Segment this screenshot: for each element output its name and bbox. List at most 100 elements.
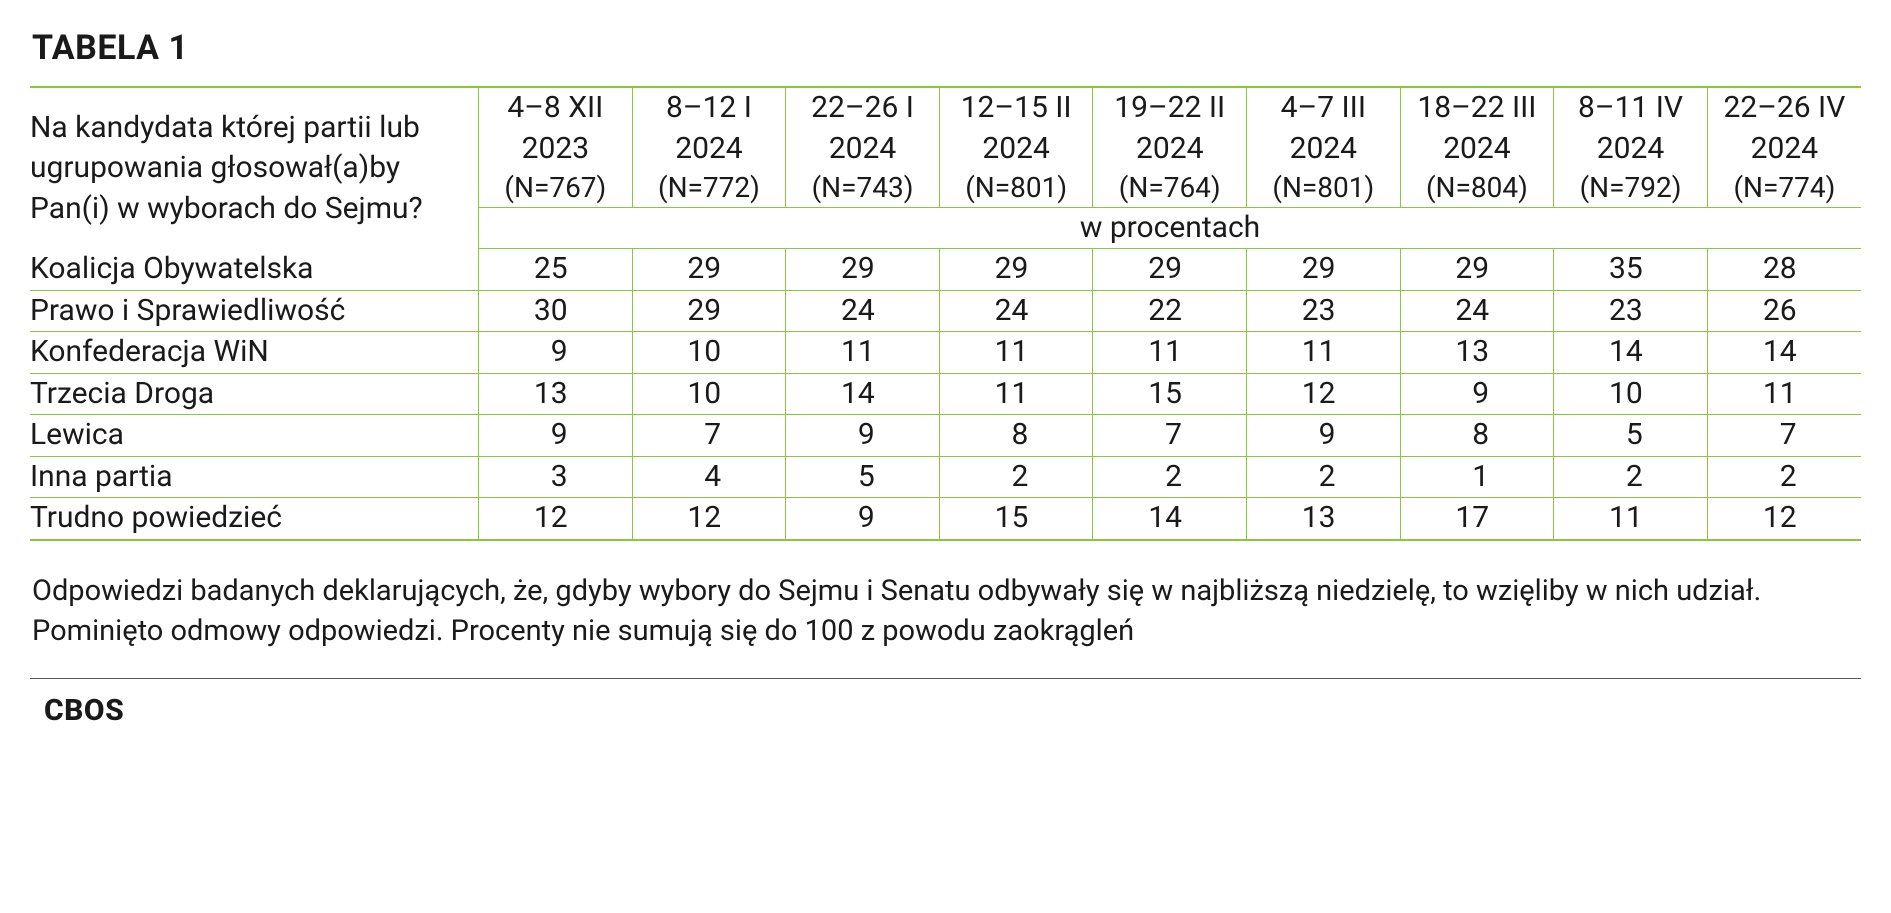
period-year: 2024 bbox=[1093, 129, 1246, 170]
period-header: 19–22 II 2024 (N=764) bbox=[1093, 87, 1247, 207]
cell-value: 13 bbox=[1247, 498, 1401, 540]
cell-value: 22 bbox=[1093, 290, 1247, 332]
table-row: Koalicja Obywatelska 25 29 29 29 29 29 2… bbox=[30, 249, 1861, 291]
party-name: Lewica bbox=[30, 415, 479, 457]
cell-value: 2 bbox=[1247, 456, 1401, 498]
cell-value: 10 bbox=[1554, 373, 1708, 415]
cell-value: 29 bbox=[1247, 249, 1401, 291]
period-range: 8–11 IV bbox=[1554, 88, 1707, 129]
cell-value: 12 bbox=[1707, 498, 1861, 540]
footnote: Odpowiedzi badanych deklarujących, że, g… bbox=[32, 571, 1859, 652]
cell-value: 5 bbox=[1554, 415, 1708, 457]
cell-value: 9 bbox=[479, 332, 633, 374]
cell-value: 11 bbox=[939, 373, 1093, 415]
period-header: 12–15 II 2024 (N=801) bbox=[939, 87, 1093, 207]
footer-rule bbox=[30, 678, 1861, 679]
period-n: (N=774) bbox=[1708, 169, 1861, 207]
cell-value: 28 bbox=[1707, 249, 1861, 291]
poll-table: Na kandydata której partii lub ugrupowan… bbox=[30, 86, 1861, 541]
period-n: (N=801) bbox=[1247, 169, 1400, 207]
period-header: 22–26 IV 2024 (N=774) bbox=[1707, 87, 1861, 207]
table-row: Trzecia Droga 13 10 14 11 15 12 9 10 11 bbox=[30, 373, 1861, 415]
cell-value: 7 bbox=[1707, 415, 1861, 457]
period-range: 12–15 II bbox=[940, 88, 1093, 129]
period-year: 2024 bbox=[1247, 129, 1400, 170]
period-year: 2024 bbox=[1554, 129, 1707, 170]
cell-value: 24 bbox=[786, 290, 940, 332]
cell-value: 14 bbox=[1093, 498, 1247, 540]
cell-value: 7 bbox=[1093, 415, 1247, 457]
period-n: (N=804) bbox=[1401, 169, 1554, 207]
cell-value: 2 bbox=[1707, 456, 1861, 498]
cell-value: 14 bbox=[1707, 332, 1861, 374]
period-header: 18–22 III 2024 (N=804) bbox=[1400, 87, 1554, 207]
period-range: 4–8 XII bbox=[479, 88, 632, 129]
cell-value: 23 bbox=[1554, 290, 1708, 332]
period-n: (N=772) bbox=[633, 169, 786, 207]
cell-value: 14 bbox=[786, 373, 940, 415]
period-n: (N=801) bbox=[940, 169, 1093, 207]
cell-value: 11 bbox=[1093, 332, 1247, 374]
period-year: 2024 bbox=[1401, 129, 1554, 170]
period-range: 22–26 IV bbox=[1708, 88, 1861, 129]
period-header: 4–8 XII 2023 (N=767) bbox=[479, 87, 633, 207]
period-year: 2024 bbox=[1708, 129, 1861, 170]
cell-value: 8 bbox=[939, 415, 1093, 457]
cell-value: 2 bbox=[1554, 456, 1708, 498]
cell-value: 29 bbox=[632, 249, 786, 291]
cell-value: 7 bbox=[632, 415, 786, 457]
period-n: (N=764) bbox=[1093, 169, 1246, 207]
cell-value: 29 bbox=[786, 249, 940, 291]
cell-value: 11 bbox=[1554, 498, 1708, 540]
party-name: Trzecia Droga bbox=[30, 373, 479, 415]
cell-value: 10 bbox=[632, 373, 786, 415]
period-range: 8–12 I bbox=[633, 88, 786, 129]
party-name: Trudno powiedzieć bbox=[30, 498, 479, 540]
cell-value: 14 bbox=[1554, 332, 1708, 374]
period-range: 4–7 III bbox=[1247, 88, 1400, 129]
header-row-periods: Na kandydata której partii lub ugrupowan… bbox=[30, 87, 1861, 207]
period-range: 22–26 I bbox=[786, 88, 939, 129]
period-year: 2023 bbox=[479, 129, 632, 170]
cell-value: 29 bbox=[1400, 249, 1554, 291]
table-row: Prawo i Sprawiedliwość 30 29 24 24 22 23… bbox=[30, 290, 1861, 332]
cell-value: 2 bbox=[1093, 456, 1247, 498]
cell-value: 30 bbox=[479, 290, 633, 332]
cell-value: 17 bbox=[1400, 498, 1554, 540]
cell-value: 4 bbox=[632, 456, 786, 498]
cell-value: 8 bbox=[1400, 415, 1554, 457]
cell-value: 12 bbox=[1247, 373, 1401, 415]
period-year: 2024 bbox=[786, 129, 939, 170]
cell-value: 9 bbox=[1247, 415, 1401, 457]
cell-value: 5 bbox=[786, 456, 940, 498]
period-header: 4–7 III 2024 (N=801) bbox=[1247, 87, 1401, 207]
cell-value: 9 bbox=[786, 498, 940, 540]
cell-value: 35 bbox=[1554, 249, 1708, 291]
cell-value: 25 bbox=[479, 249, 633, 291]
cell-value: 15 bbox=[1093, 373, 1247, 415]
cell-value: 11 bbox=[786, 332, 940, 374]
table-row: Lewica 9 7 9 8 7 9 8 5 7 bbox=[30, 415, 1861, 457]
period-n: (N=792) bbox=[1554, 169, 1707, 207]
period-range: 19–22 II bbox=[1093, 88, 1246, 129]
cell-value: 13 bbox=[1400, 332, 1554, 374]
cell-value: 11 bbox=[939, 332, 1093, 374]
cell-value: 3 bbox=[479, 456, 633, 498]
question-cell: Na kandydata której partii lub ugrupowan… bbox=[30, 87, 479, 249]
party-name: Konfederacja WiN bbox=[30, 332, 479, 374]
cell-value: 29 bbox=[939, 249, 1093, 291]
cell-value: 9 bbox=[1400, 373, 1554, 415]
cell-value: 29 bbox=[632, 290, 786, 332]
cell-value: 23 bbox=[1247, 290, 1401, 332]
cell-value: 10 bbox=[632, 332, 786, 374]
unit-label: w procentach bbox=[479, 207, 1861, 249]
cell-value: 9 bbox=[786, 415, 940, 457]
cell-value: 2 bbox=[939, 456, 1093, 498]
period-n: (N=767) bbox=[479, 169, 632, 207]
table-title: TABELA 1 bbox=[32, 28, 1861, 68]
cell-value: 26 bbox=[1707, 290, 1861, 332]
brand-label: CBOS bbox=[44, 693, 1861, 728]
party-name: Prawo i Sprawiedliwość bbox=[30, 290, 479, 332]
cell-value: 1 bbox=[1400, 456, 1554, 498]
period-n: (N=743) bbox=[786, 169, 939, 207]
